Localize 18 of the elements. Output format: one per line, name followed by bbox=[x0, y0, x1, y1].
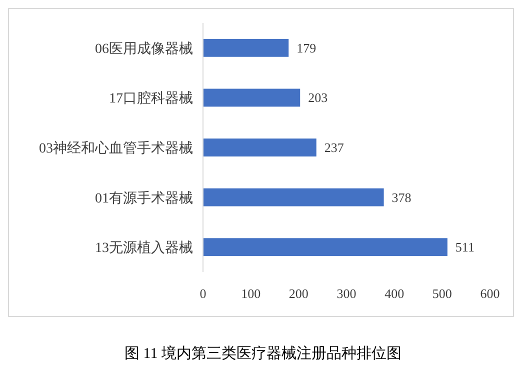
x-tick-label: 0 bbox=[200, 286, 206, 301]
data-label: 511 bbox=[455, 240, 474, 255]
y-tick-label: 01有源手术器械 bbox=[95, 190, 193, 206]
data-label: 378 bbox=[392, 190, 412, 205]
x-tick-label: 200 bbox=[288, 286, 308, 301]
x-tick-label: 400 bbox=[384, 286, 404, 301]
x-tick-label: 600 bbox=[480, 286, 500, 301]
text: 图 11 境内第三类医疗器械注册品种排位图 bbox=[124, 345, 402, 362]
data-label: 203 bbox=[308, 90, 328, 106]
y-tick-label: 03神经和心血管手术器械 bbox=[39, 140, 193, 156]
data-label: 237 bbox=[324, 140, 344, 155]
x-tick-label: 300 bbox=[336, 286, 356, 301]
x-tick-label: 100 bbox=[241, 286, 261, 301]
data-label: 179 bbox=[296, 40, 316, 56]
y-tick-label: 13无源植入器械 bbox=[95, 240, 193, 256]
x-tick-label: 500 bbox=[432, 286, 452, 301]
y-tick-label: 06医用成像器械 bbox=[95, 40, 193, 57]
y-tick-label: 17口腔科器械 bbox=[109, 90, 193, 107]
